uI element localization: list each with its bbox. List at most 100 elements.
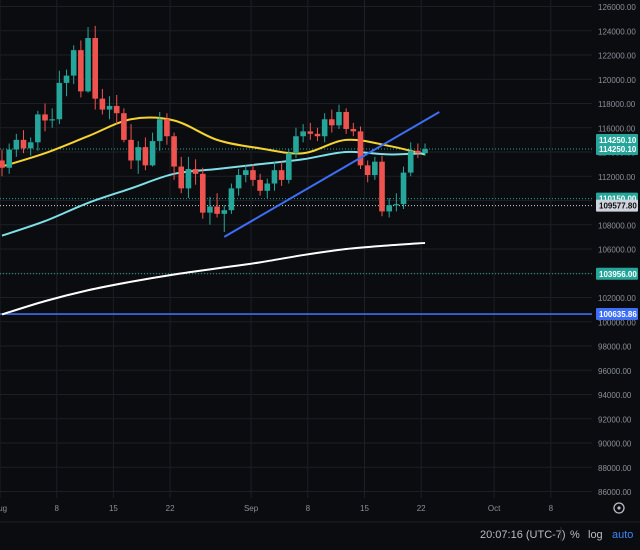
time-tick-label: 22 (417, 504, 426, 513)
time-axis[interactable]: Aug 8 15 22 Sep 8 15 22 Oct 8 (0, 498, 592, 522)
candle-body (336, 111, 342, 126)
candle-body (27, 142, 34, 149)
time-tick-label: 22 (166, 504, 175, 513)
candle-body (250, 170, 256, 180)
candle-body (49, 119, 55, 121)
trend-line[interactable] (223, 111, 440, 238)
price-level-tag (596, 308, 638, 321)
candle-body (106, 105, 113, 110)
candle-body (0, 160, 5, 168)
candle-body (422, 148, 428, 154)
horizontal-levels-layer (0, 148, 592, 315)
candle-body (63, 75, 70, 83)
candle-body (171, 136, 177, 167)
candle-body (192, 168, 199, 174)
price-tick-label: 116000.00 (598, 124, 636, 133)
grid-layer (0, 0, 592, 498)
price-tick-label: 96000.00 (598, 367, 632, 376)
time-tick-label: 8 (54, 504, 59, 513)
candle-body (214, 206, 220, 214)
candle-body (113, 105, 120, 114)
candle-body (185, 168, 192, 189)
candle-body (207, 206, 213, 213)
price-tick-label: 118000.00 (598, 100, 636, 109)
candle-body (379, 161, 385, 212)
candle-body (85, 38, 91, 92)
candle-body (278, 170, 285, 180)
candle-body (307, 131, 314, 134)
time-tick-label: 8 (306, 504, 311, 513)
price-tick-label: 124000.00 (598, 27, 636, 36)
candle-body (92, 38, 99, 99)
candle-body (242, 170, 249, 176)
candle-body (235, 175, 242, 189)
percent-scale-toggle[interactable]: % (570, 529, 580, 541)
time-tick-label: Sep (244, 504, 259, 513)
price-axis-bg (592, 0, 640, 522)
candle-body (415, 150, 421, 154)
price-level-tag (596, 199, 638, 212)
candle-body (121, 113, 127, 140)
time-tick-label: Aug (0, 504, 7, 513)
gear-icon[interactable] (613, 502, 625, 514)
candle-body (386, 205, 392, 212)
price-tick-label: 94000.00 (598, 391, 632, 400)
price-tick-label: 100000.00 (598, 318, 636, 327)
time-tick-label: 15 (360, 504, 369, 513)
candle-body (70, 50, 77, 76)
candle-body (407, 150, 414, 173)
candle-body (164, 119, 170, 137)
candle-body (264, 183, 271, 191)
time-tick-label: 15 (109, 504, 118, 513)
candle-body (142, 147, 149, 166)
candles-layer (0, 25, 428, 233)
candle-body (329, 119, 335, 126)
candle-body (314, 133, 321, 137)
price-tick-label: 92000.00 (598, 415, 632, 424)
candle-body (149, 141, 156, 166)
price-axis[interactable]: 86000.00 88000.00 90000.00 92000.00 94000.00… (592, 0, 640, 522)
time-axis-bg (0, 498, 592, 522)
candle-body (400, 172, 407, 205)
price-tick-label: 122000.00 (598, 52, 636, 61)
candle-body (293, 136, 299, 154)
price-level-tag-label: 100635.86 (599, 310, 637, 319)
candle-body (199, 173, 206, 213)
candle-body (128, 139, 134, 161)
moving-average-line (1, 241, 426, 316)
price-tick-label: 88000.00 (598, 464, 632, 473)
candle-body (393, 204, 400, 206)
price-tick-label: 126000.00 (598, 3, 636, 12)
price-level-tag (596, 267, 638, 280)
auto-scale-toggle[interactable]: auto (612, 529, 633, 541)
candle-body (286, 153, 292, 180)
candle-body (228, 188, 235, 211)
price-tick-label: 108000.00 (598, 221, 636, 230)
candle-body (300, 131, 306, 137)
time-tick-label: 8 (549, 504, 554, 513)
price-tick-label: 106000.00 (598, 246, 636, 255)
candle-body (178, 166, 185, 189)
price-level-tag-label: 109577.80 (599, 202, 637, 211)
candle-body (350, 128, 357, 132)
candle-body (56, 82, 63, 120)
candle-body (221, 210, 228, 214)
price-tick-label: 102000.00 (598, 294, 636, 303)
candle-body (257, 179, 263, 191)
trend-line-layer[interactable] (223, 111, 440, 238)
candle-body (20, 139, 27, 149)
candle-body (99, 98, 106, 110)
status-bar: 20:07:16 (UTC-7) % log auto (0, 521, 640, 541)
current-price-tag-label: 114250.10 (599, 136, 637, 145)
candle-body (364, 165, 371, 176)
candle-body (357, 131, 364, 166)
candle-body (6, 149, 12, 168)
candle-body (343, 111, 349, 129)
log-scale-toggle[interactable]: log (588, 529, 603, 541)
candle-body (13, 139, 20, 150)
price-tick-label: 86000.00 (598, 488, 632, 497)
current-price-tag (596, 133, 638, 146)
clock-readout: 20:07:16 (UTC-7) (480, 529, 566, 541)
